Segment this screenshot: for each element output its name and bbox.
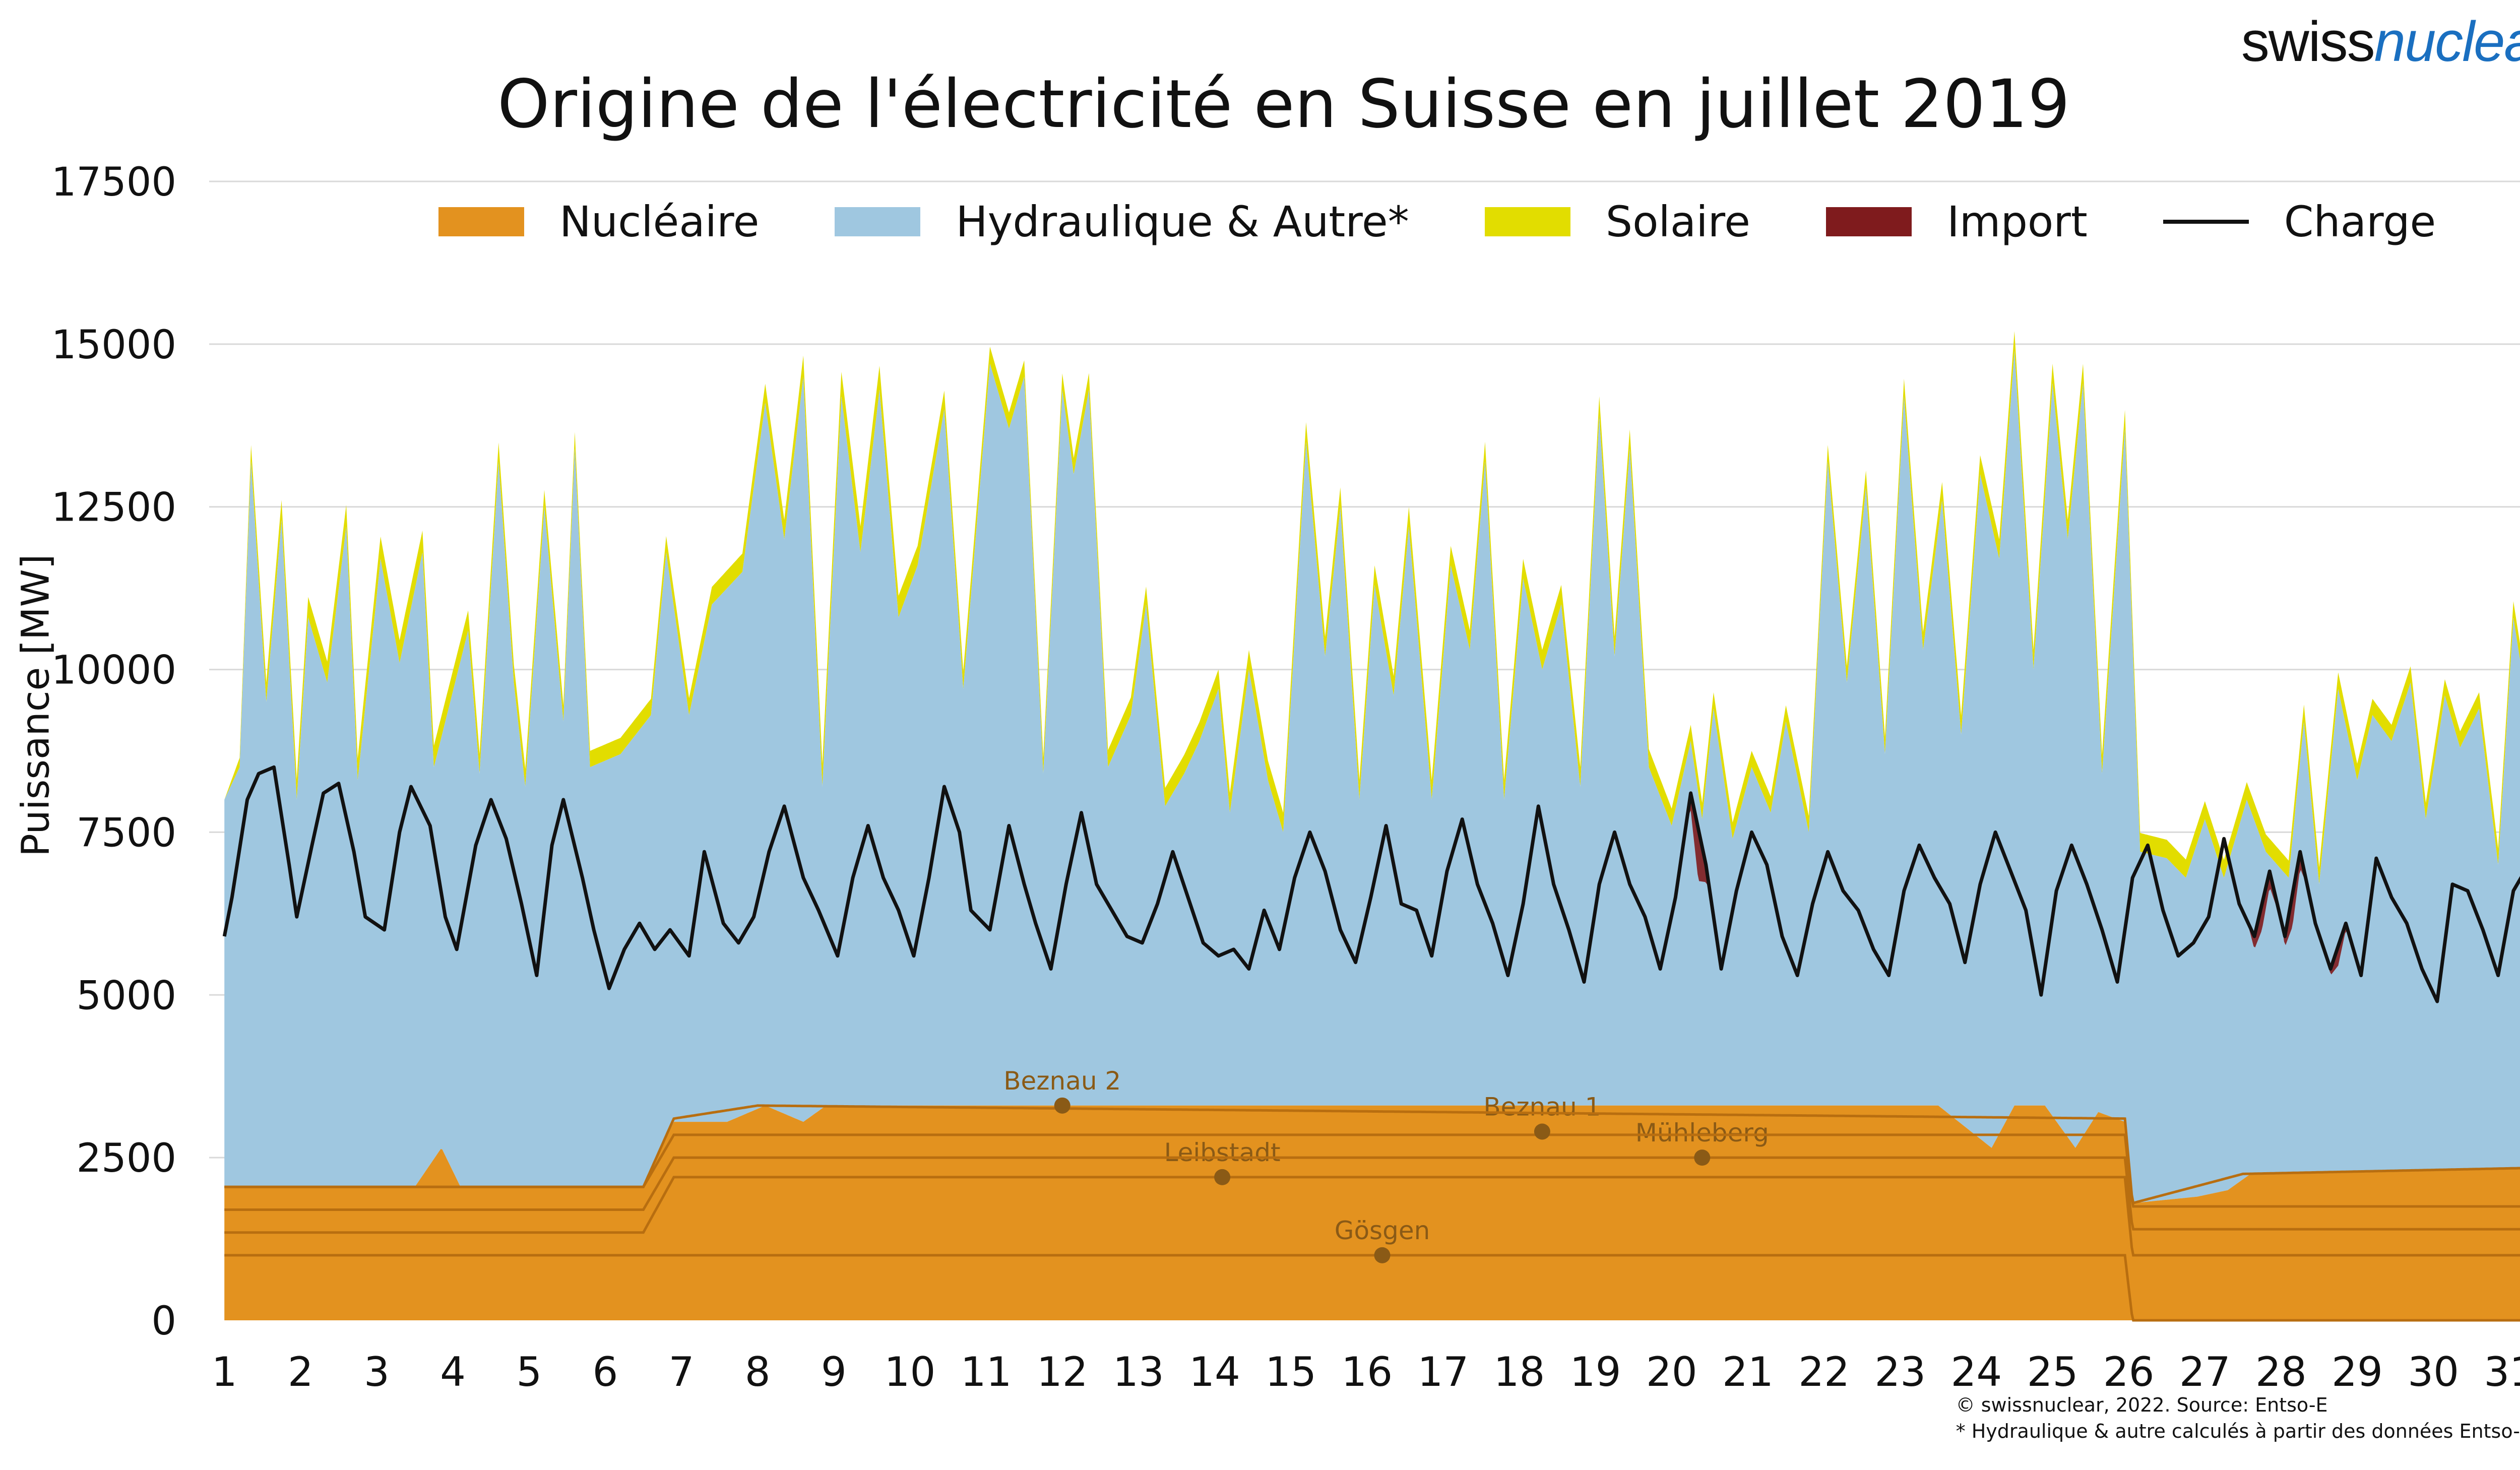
legend-swatch-load bbox=[2163, 220, 2249, 224]
y-tick-label: 0 bbox=[151, 1299, 176, 1344]
legend-swatch-import bbox=[1825, 207, 1912, 236]
nuclear-plant-line bbox=[224, 1176, 2520, 1257]
x-tick-label: 29 bbox=[2332, 1349, 2383, 1395]
x-tick-label: 7 bbox=[669, 1349, 695, 1395]
footnote-hydro-note: * Hydraulique & autre calculés à partir … bbox=[1956, 1420, 2520, 1442]
y-tick-label: 17500 bbox=[51, 160, 176, 205]
swissnuclear-logo: swissnuclear bbox=[2241, 10, 2520, 73]
x-tick-label: 3 bbox=[364, 1349, 390, 1395]
x-tick-label: 19 bbox=[1570, 1349, 1621, 1395]
legend-swatch-solar bbox=[1484, 207, 1570, 236]
y-tick-label: 12500 bbox=[51, 485, 176, 531]
x-tick-label: 24 bbox=[1950, 1349, 2002, 1395]
x-tick-label: 23 bbox=[1874, 1349, 1926, 1395]
legend-label-import: Import bbox=[1946, 197, 2088, 246]
x-tick-label: 18 bbox=[1494, 1349, 1545, 1395]
legend-swatch-nuclear bbox=[438, 207, 524, 236]
x-tick-label: 14 bbox=[1189, 1349, 1240, 1395]
y-tick-label: 5000 bbox=[76, 973, 176, 1018]
y-tick-label: 7500 bbox=[76, 810, 176, 856]
x-tick-label: 26 bbox=[2103, 1349, 2155, 1395]
x-tick-label: 16 bbox=[1341, 1349, 1393, 1395]
x-tick-label: 30 bbox=[2408, 1349, 2459, 1395]
x-tick-label: 27 bbox=[2179, 1349, 2231, 1395]
x-tick-label: 20 bbox=[1646, 1349, 1697, 1395]
nuclear-plant-label: Gösgen bbox=[1335, 1216, 1430, 1245]
nuclear-plant-line bbox=[224, 1104, 2520, 1205]
load-line bbox=[222, 765, 2520, 1003]
x-tick-label: 10 bbox=[885, 1349, 936, 1395]
chart-legend: Nucléaire Hydraulique & Autre* Solaire I… bbox=[438, 191, 2511, 252]
legend-item-solar: Solaire bbox=[1484, 197, 1750, 246]
x-tick-label: 11 bbox=[961, 1349, 1012, 1395]
solar-area bbox=[224, 331, 2520, 884]
legend-label-solar: Solaire bbox=[1605, 197, 1750, 246]
chart-title: Origine de l'électricité en Suisse en ju… bbox=[497, 66, 2070, 143]
legend-item-import: Import bbox=[1825, 197, 2088, 246]
x-tick-label: 9 bbox=[821, 1349, 847, 1395]
x-tick-label: 15 bbox=[1265, 1349, 1316, 1395]
x-tick-label: 21 bbox=[1722, 1349, 1774, 1395]
nuclear-plant-label: Beznau 2 bbox=[1003, 1066, 1121, 1096]
nuclear-plant-line bbox=[224, 1156, 2520, 1231]
x-tick-label: 25 bbox=[2027, 1349, 2078, 1395]
x-tick-label: 17 bbox=[1418, 1349, 1469, 1395]
nuclear-plant-label: Mühleberg bbox=[1635, 1118, 1769, 1147]
x-tick-label: 6 bbox=[592, 1349, 618, 1395]
nuclear-plant-marker bbox=[1694, 1149, 1711, 1166]
legend-label-load: Charge bbox=[2284, 197, 2436, 246]
nuclear-plant-marker bbox=[1054, 1097, 1070, 1114]
nuclear-plant-marker bbox=[1214, 1169, 1231, 1185]
nuclear-plant-label: Leibstadt bbox=[1164, 1138, 1281, 1167]
nuclear-area bbox=[224, 1105, 2520, 1320]
y-tick-label: 2500 bbox=[76, 1136, 176, 1181]
x-tick-label: 1 bbox=[212, 1349, 237, 1395]
legend-item-load: Charge bbox=[2163, 197, 2436, 246]
footnote: © swissnuclear, 2022. Source: Entso-E * … bbox=[1956, 1392, 2520, 1444]
hydro-area bbox=[224, 350, 2520, 1203]
x-tick-label: 2 bbox=[288, 1349, 313, 1395]
legend-item-nuclear: Nucléaire bbox=[438, 197, 759, 246]
x-tick-label: 28 bbox=[2255, 1349, 2307, 1395]
y-tick-label: 15000 bbox=[51, 323, 176, 368]
x-tick-label: 22 bbox=[1798, 1349, 1850, 1395]
x-tick-label: 5 bbox=[516, 1349, 542, 1395]
x-tick-label: 8 bbox=[745, 1349, 771, 1395]
y-tick-label: 10000 bbox=[51, 648, 176, 693]
nuclear-plant-marker bbox=[1534, 1123, 1550, 1140]
x-tick-label: 13 bbox=[1113, 1349, 1164, 1395]
nuclear-plant-marker bbox=[1374, 1247, 1391, 1263]
x-tick-label: 4 bbox=[440, 1349, 466, 1395]
x-tick-label: 31 bbox=[2484, 1349, 2520, 1395]
x-tick-label: 12 bbox=[1037, 1349, 1088, 1395]
legend-label-hydro: Hydraulique & Autre* bbox=[956, 197, 1409, 246]
footnote-source: © swissnuclear, 2022. Source: Entso-E bbox=[1956, 1394, 2328, 1416]
legend-item-hydro: Hydraulique & Autre* bbox=[835, 197, 1409, 246]
nuclear-plant-label: Beznau 1 bbox=[1483, 1092, 1601, 1121]
legend-label-nuclear: Nucléaire bbox=[559, 197, 760, 246]
legend-swatch-hydro bbox=[835, 207, 921, 236]
nuclear-plant-line bbox=[224, 1254, 2520, 1322]
